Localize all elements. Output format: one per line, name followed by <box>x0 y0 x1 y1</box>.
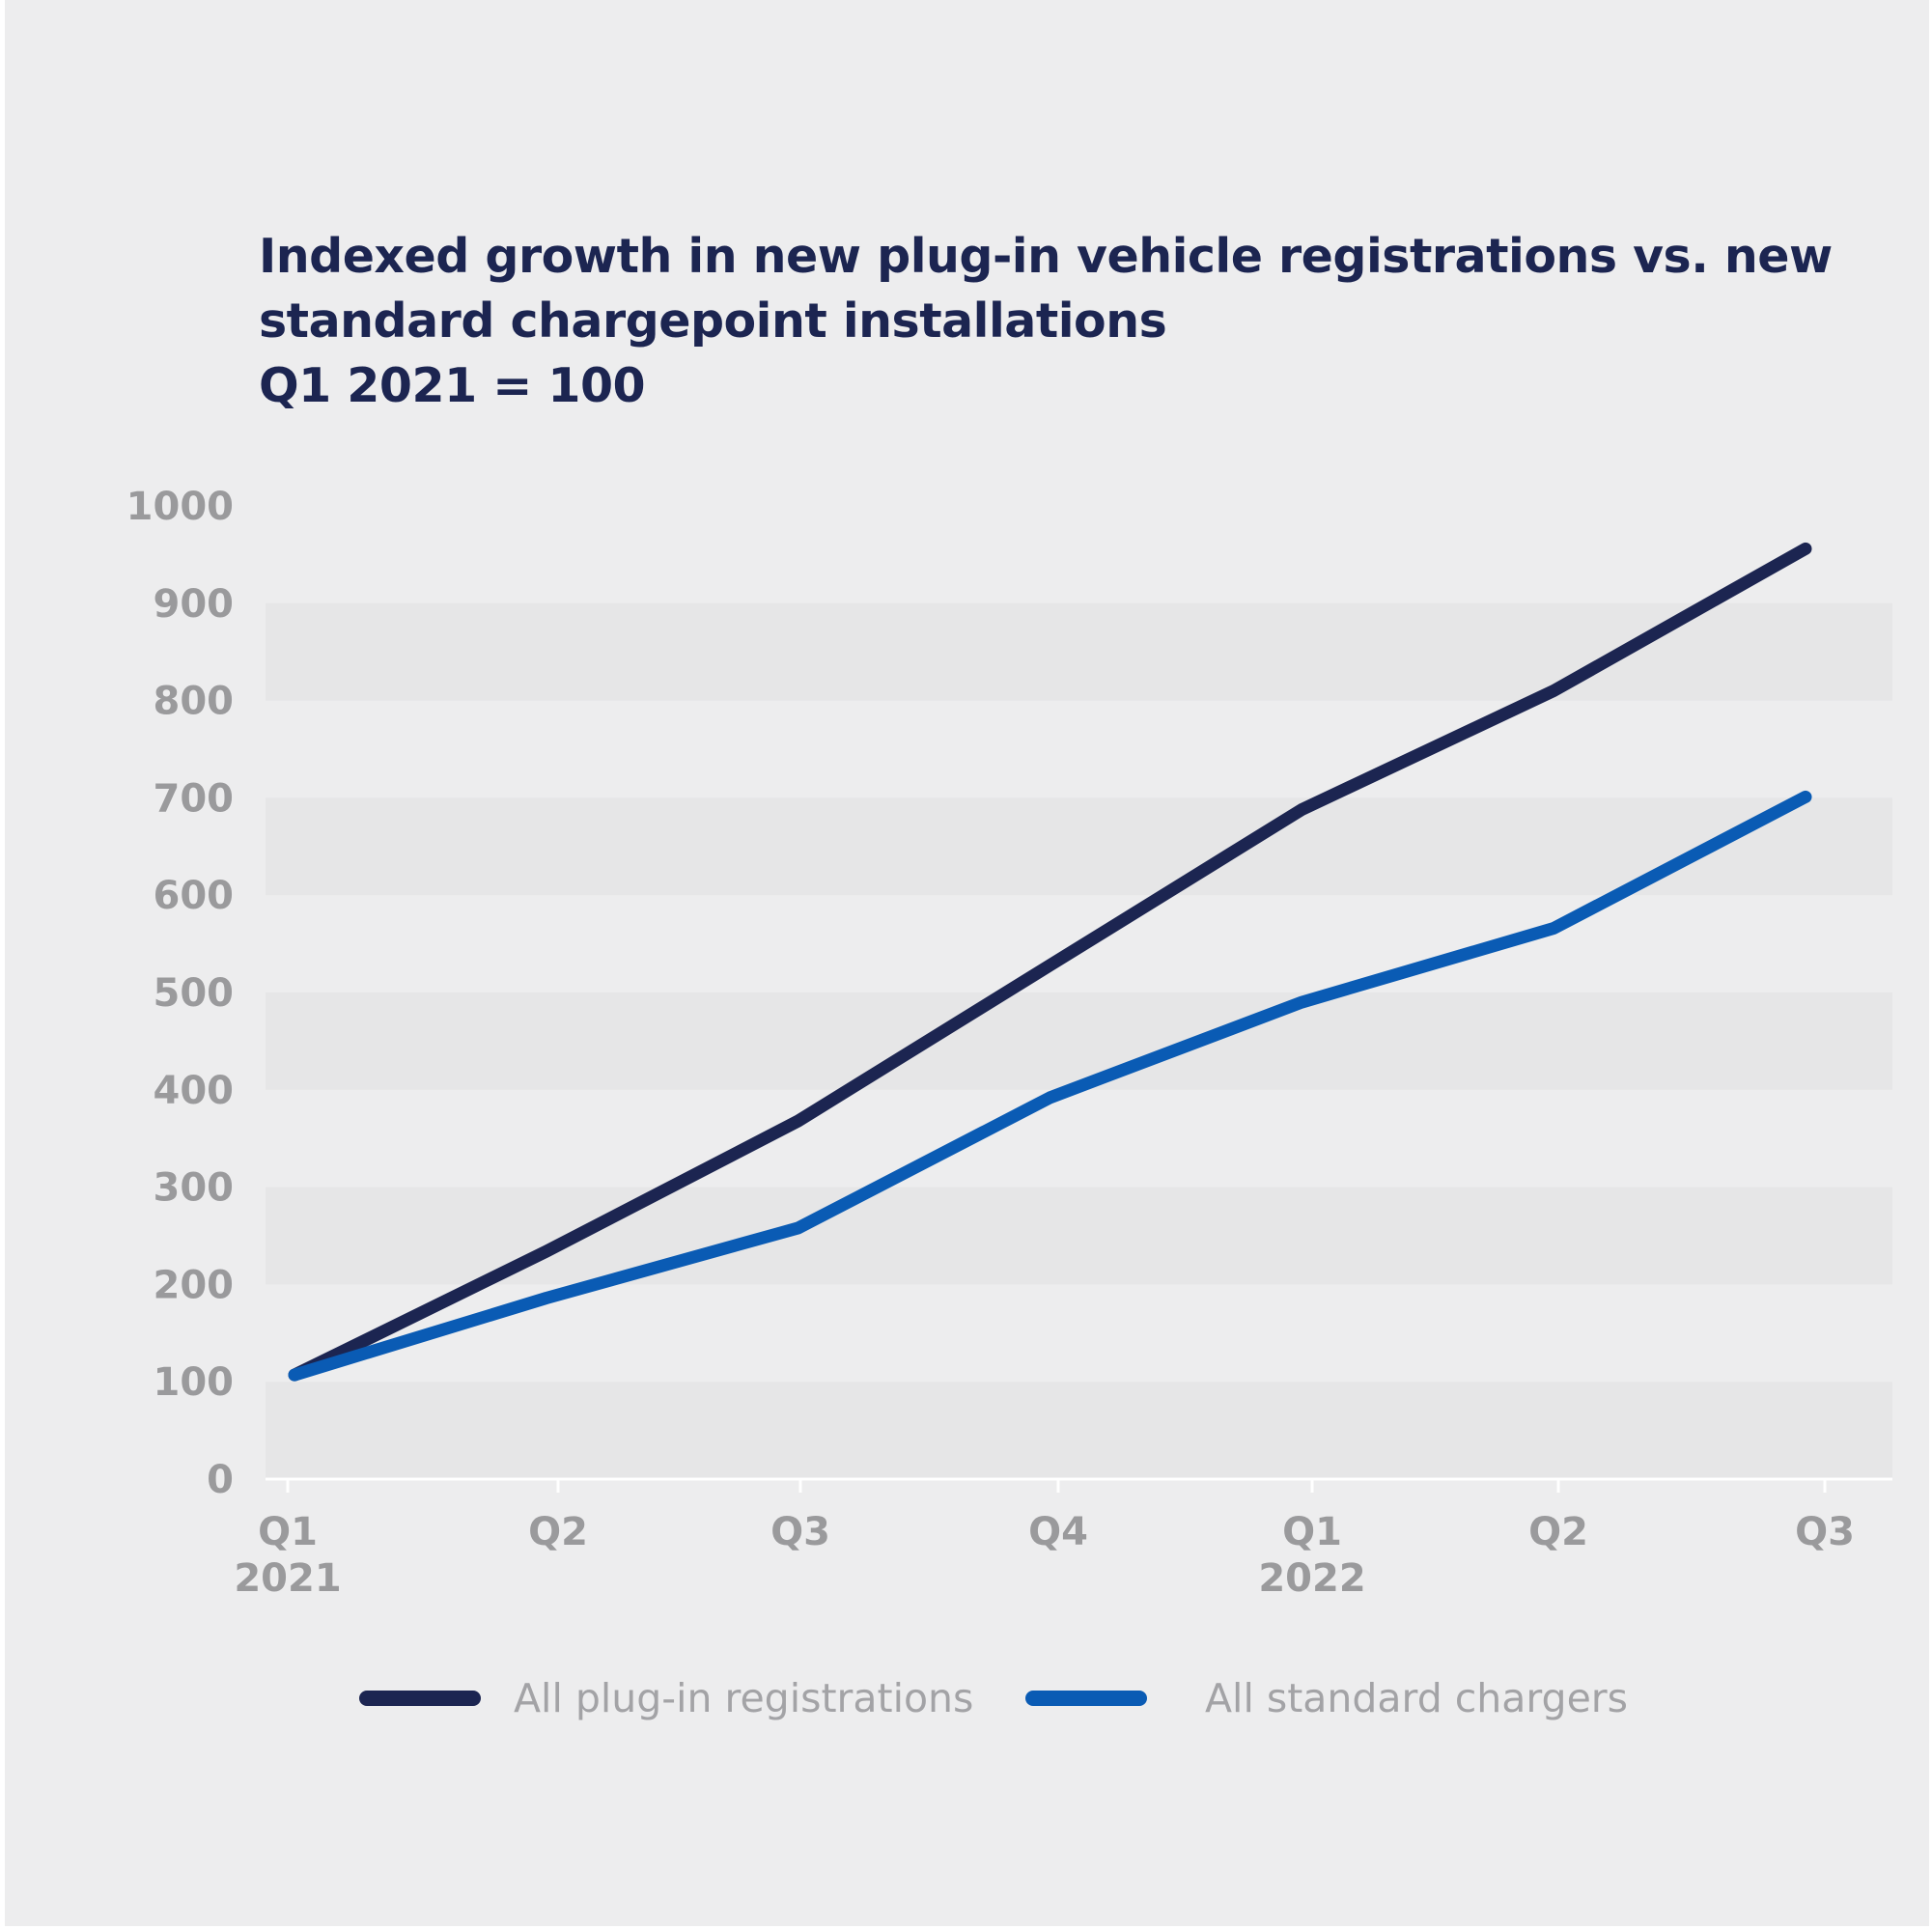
chart-background <box>5 0 1929 1926</box>
legend-label: All standard chargers <box>1205 1675 1628 1721</box>
x-tick-label: Q2 <box>1528 1510 1588 1554</box>
grid-band <box>266 602 1892 701</box>
series-line-2 <box>288 790 1812 1382</box>
y-tick-label: 1000 <box>126 485 234 529</box>
y-tick-label: 700 <box>154 776 235 821</box>
x-tick-year-label: 2022 <box>1258 1556 1365 1601</box>
series-lines <box>288 542 1812 1382</box>
x-tick-label: Q4 <box>1028 1510 1088 1554</box>
chart-title-line-2: standard chargepoint installations <box>259 294 1167 349</box>
grid-band <box>266 1382 1892 1479</box>
grid-bands <box>266 602 1892 1479</box>
y-tick-label: 500 <box>154 971 235 1016</box>
y-tick-label: 900 <box>154 582 235 627</box>
grid-band <box>266 797 1892 896</box>
grid-band <box>266 992 1892 1090</box>
x-tick-label: Q3 <box>1795 1510 1855 1554</box>
x-tick-label: Q2 <box>528 1510 588 1554</box>
y-tick-label: 400 <box>154 1069 235 1113</box>
x-tick-label: Q1 <box>258 1510 318 1554</box>
y-tick-label: 300 <box>154 1166 235 1211</box>
chart-title-line-1: Indexed growth in new plug-in vehicle re… <box>259 229 1833 284</box>
x-tick-year-label: 2021 <box>234 1556 341 1601</box>
y-axis-ticks: 0 100 200 300 400 500 600 700 800 900 1000 <box>126 485 234 1502</box>
y-tick-label: 600 <box>154 874 235 918</box>
grid-band <box>266 1187 1892 1285</box>
y-tick-label: 0 <box>207 1458 234 1502</box>
x-tick-label: Q3 <box>770 1510 830 1554</box>
series-line-1 <box>288 542 1812 1382</box>
x-tick-label: Q1 <box>1282 1510 1342 1554</box>
chart-title-line-3: Q1 2021 = 100 <box>259 358 646 413</box>
legend: All plug-in registrations All standard ch… <box>359 1675 1628 1721</box>
legend-label: All plug-in registrations <box>514 1675 973 1721</box>
y-tick-label: 200 <box>154 1263 235 1307</box>
y-tick-label: 800 <box>154 680 235 724</box>
chart-title: Indexed growth in new plug-in vehicle re… <box>259 224 1852 418</box>
y-tick-label: 100 <box>154 1360 235 1405</box>
